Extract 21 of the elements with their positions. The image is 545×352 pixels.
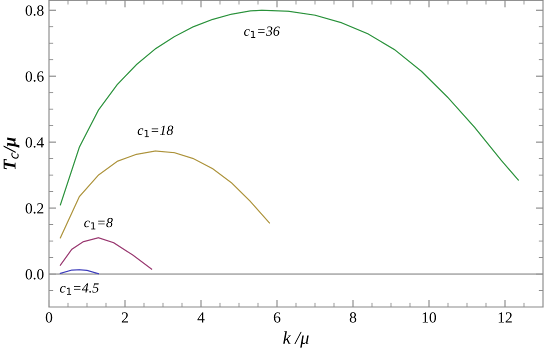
x-tick-label: 6: [274, 312, 280, 323]
series-label: c$_{1}$=36: [244, 26, 280, 38]
line-series: [60, 150, 270, 238]
x-tick-label: 0: [46, 312, 52, 323]
x-tick-label: 8: [350, 312, 356, 323]
y-tick-label: 0.2: [26, 203, 44, 214]
x-tick-label: 10: [422, 312, 436, 323]
y-axis-title: T$_{c}$/μ: [4, 137, 20, 170]
x-axis-title: k /μ: [283, 331, 309, 348]
y-tick-label: 0.0: [26, 269, 44, 280]
series-label: c$_{1}$=18: [138, 126, 174, 138]
line-series: [60, 237, 152, 270]
x-tick-label: 12: [498, 312, 512, 322]
x-tick-label: 4: [197, 312, 205, 322]
series-label: c$_{1}$=8: [84, 218, 113, 230]
y-tick-label: 0.4: [26, 137, 44, 148]
x-tick-label: 2: [122, 312, 128, 322]
y-tick-label: 0.6: [26, 71, 44, 82]
line-series: [60, 10, 519, 206]
y-tick-label: 0.8: [26, 5, 44, 16]
series-label: c$_{1}$=4.5: [60, 283, 99, 295]
